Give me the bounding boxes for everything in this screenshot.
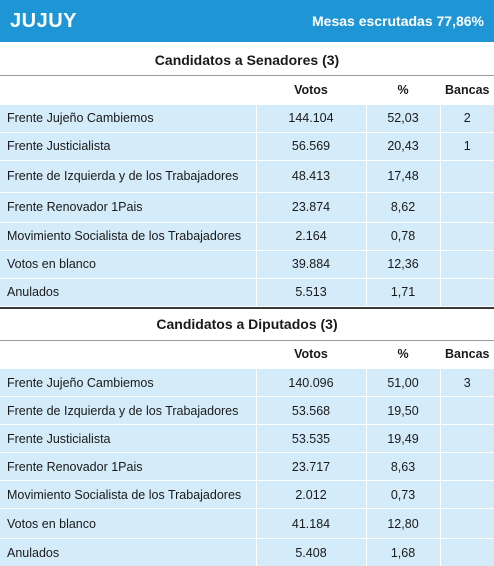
table-row: Movimiento Socialista de los Trabajadore… — [0, 480, 494, 509]
table-row: Frente Justicialista 56.569 20,43 1 — [0, 132, 494, 160]
senadores-table: Votos % Bancas Frente Jujeño Cambiemos 1… — [0, 76, 494, 307]
pct-value: 19,49 — [366, 424, 441, 453]
pct-value: 51,00 — [366, 368, 441, 397]
pct-value: 1,68 — [366, 538, 441, 566]
province-name: JUJUY — [10, 9, 77, 32]
mesas-escrutadas: Mesas escrutadas 77,86% — [312, 13, 484, 29]
bancas-value — [440, 508, 494, 539]
table-row: Frente Renovador 1Pais 23.874 8,62 — [0, 192, 494, 222]
senadores-title: Candidatos a Senadores (3) — [0, 42, 494, 76]
party-name: Frente Renovador 1Pais — [0, 192, 257, 222]
pct-value: 12,36 — [366, 250, 441, 278]
column-header-pct: % — [366, 76, 441, 104]
votos-value: 2.164 — [256, 222, 367, 250]
party-name: Frente Jujeño Cambiemos — [0, 368, 257, 397]
party-name: Votos en blanco — [0, 250, 257, 278]
diputados-title: Candidatos a Diputados (3) — [0, 306, 494, 341]
bancas-value — [440, 160, 494, 192]
party-name: Frente Jujeño Cambiemos — [0, 104, 257, 132]
party-name: Anulados — [0, 278, 257, 306]
pct-value: 0,73 — [366, 480, 441, 509]
party-name: Frente Renovador 1Pais — [0, 452, 257, 481]
votos-value: 23.874 — [256, 192, 367, 222]
bancas-value — [440, 250, 494, 278]
pct-value: 17,48 — [366, 160, 441, 192]
votos-value: 48.413 — [256, 160, 367, 192]
bancas-value — [440, 424, 494, 453]
votos-value: 5.513 — [256, 278, 367, 306]
table-row: Frente de Izquierda y de los Trabajadore… — [0, 396, 494, 425]
province-header: JUJUY Mesas escrutadas 77,86% — [0, 0, 494, 42]
senadores-header-row: Votos % Bancas — [0, 76, 494, 104]
table-row: Anulados 5.408 1,68 — [0, 538, 494, 566]
table-row: Movimiento Socialista de los Trabajadore… — [0, 222, 494, 250]
pct-value: 8,62 — [366, 192, 441, 222]
party-name: Votos en blanco — [0, 508, 257, 539]
pct-value: 19,50 — [366, 396, 441, 425]
table-row: Votos en blanco 39.884 12,36 — [0, 250, 494, 278]
pct-value: 8,63 — [366, 452, 441, 481]
bancas-value — [440, 452, 494, 481]
table-row: Frente Renovador 1Pais 23.717 8,63 — [0, 452, 494, 481]
party-name: Frente Justicialista — [0, 424, 257, 453]
votos-value: 39.884 — [256, 250, 367, 278]
bancas-value — [440, 396, 494, 425]
bancas-value — [440, 222, 494, 250]
bancas-value — [440, 480, 494, 509]
party-name: Frente de Izquierda y de los Trabajadore… — [0, 396, 257, 425]
diputados-table: Votos % Bancas Frente Jujeño Cambiemos 1… — [0, 340, 494, 566]
party-name: Movimiento Socialista de los Trabajadore… — [0, 222, 257, 250]
bancas-value — [440, 192, 494, 222]
bancas-value — [440, 538, 494, 566]
pct-value: 52,03 — [366, 104, 441, 132]
party-name: Frente de Izquierda y de los Trabajadore… — [0, 160, 257, 192]
table-row: Frente Justicialista 53.535 19,49 — [0, 424, 494, 453]
votos-value: 2.012 — [256, 480, 367, 509]
column-header-votos: Votos — [256, 340, 367, 369]
bancas-value: 1 — [440, 132, 494, 160]
column-header-bancas: Bancas — [440, 340, 494, 369]
column-header-bancas: Bancas — [440, 76, 494, 104]
votos-value: 53.568 — [256, 396, 367, 425]
pct-value: 1,71 — [366, 278, 441, 306]
votos-value: 144.104 — [256, 104, 367, 132]
party-name: Anulados — [0, 538, 257, 566]
votos-value: 23.717 — [256, 452, 367, 481]
party-name: Movimiento Socialista de los Trabajadore… — [0, 480, 257, 509]
table-row: Votos en blanco 41.184 12,80 — [0, 508, 494, 539]
table-row: Frente Jujeño Cambiemos 144.104 52,03 2 — [0, 104, 494, 132]
diputados-header-row: Votos % Bancas — [0, 340, 494, 369]
party-name: Frente Justicialista — [0, 132, 257, 160]
pct-value: 20,43 — [366, 132, 441, 160]
votos-value: 5.408 — [256, 538, 367, 566]
bancas-value: 2 — [440, 104, 494, 132]
column-header-name — [0, 340, 257, 369]
table-row: Frente Jujeño Cambiemos 140.096 51,00 3 — [0, 368, 494, 397]
column-header-votos: Votos — [256, 76, 367, 104]
votos-value: 56.569 — [256, 132, 367, 160]
votos-value: 53.535 — [256, 424, 367, 453]
pct-value: 12,80 — [366, 508, 441, 539]
bancas-value: 3 — [440, 368, 494, 397]
table-row: Anulados 5.513 1,71 — [0, 278, 494, 306]
votos-value: 41.184 — [256, 508, 367, 539]
column-header-name — [0, 76, 257, 104]
bancas-value — [440, 278, 494, 306]
column-header-pct: % — [366, 340, 441, 369]
votos-value: 140.096 — [256, 368, 367, 397]
pct-value: 0,78 — [366, 222, 441, 250]
table-row: Frente de Izquierda y de los Trabajadore… — [0, 160, 494, 192]
